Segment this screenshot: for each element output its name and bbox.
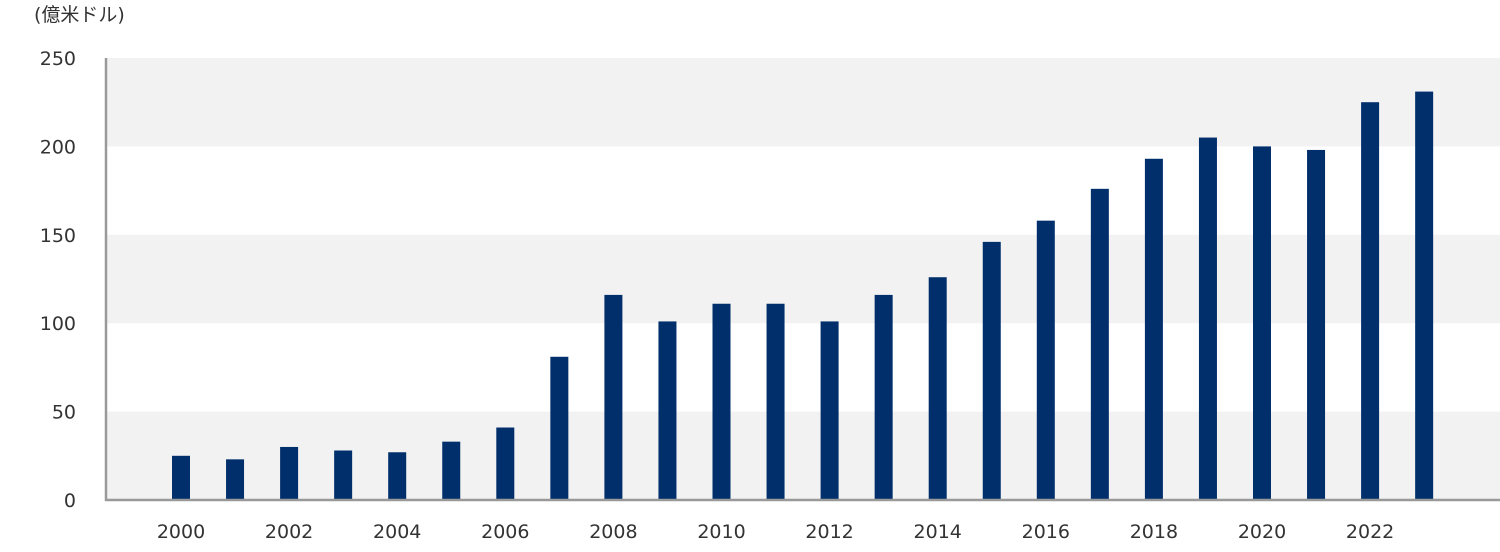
bar-2020 bbox=[1253, 146, 1271, 500]
bar-2017 bbox=[1090, 188, 1109, 500]
bar-2002 bbox=[280, 446, 299, 500]
y-axis-unit-label: (億米ドル) bbox=[34, 4, 125, 26]
bar-2007 bbox=[550, 356, 569, 500]
bar-2009 bbox=[658, 321, 677, 500]
bar-2010 bbox=[712, 303, 731, 500]
y-tick-label: 150 bbox=[40, 225, 76, 247]
x-tick-label: 2000 bbox=[157, 521, 205, 543]
bar-2000 bbox=[172, 455, 190, 500]
x-tick-label: 2010 bbox=[697, 521, 745, 543]
bar-2005 bbox=[442, 441, 461, 500]
x-tick-label: 2022 bbox=[1346, 521, 1394, 543]
x-tick-label: 2018 bbox=[1130, 521, 1178, 543]
y-tick-label: 250 bbox=[40, 48, 76, 70]
bar-2011 bbox=[766, 303, 785, 500]
x-tick-label: 2002 bbox=[265, 521, 313, 543]
bar-2019 bbox=[1198, 137, 1217, 500]
y-tick-label: 100 bbox=[40, 313, 76, 335]
bar-2015 bbox=[982, 241, 1001, 500]
grid-band bbox=[106, 234, 1500, 324]
y-tick-label: 200 bbox=[40, 136, 76, 158]
bar-2021 bbox=[1307, 149, 1326, 500]
bar-2012 bbox=[820, 321, 839, 500]
axes bbox=[104, 58, 1500, 502]
x-axis-ticks: 2000 2002 2004 2006 2008 2010 2012 2014 2016 2018… bbox=[157, 521, 1394, 543]
bar-2022 bbox=[1361, 102, 1380, 500]
x-tick-label: 2016 bbox=[1022, 521, 1070, 543]
grid-band bbox=[106, 411, 1500, 500]
bar-2008 bbox=[604, 294, 623, 500]
bar-2004 bbox=[388, 452, 407, 500]
bar-2006 bbox=[496, 427, 515, 500]
bar-2003 bbox=[334, 450, 353, 500]
bar-2023 bbox=[1415, 91, 1434, 500]
bars bbox=[172, 91, 1434, 500]
x-tick-label: 2008 bbox=[589, 521, 637, 543]
x-tick-label: 2012 bbox=[805, 521, 853, 543]
y-axis-ticks: 0 50 100 150 200 250 bbox=[40, 48, 76, 512]
bar-2014 bbox=[928, 277, 947, 500]
bar-2016 bbox=[1036, 220, 1055, 500]
x-tick-label: 2006 bbox=[481, 521, 529, 543]
bar-2001 bbox=[226, 459, 245, 500]
x-tick-label: 2020 bbox=[1238, 521, 1286, 543]
bar-2013 bbox=[874, 294, 893, 500]
background-bands bbox=[106, 58, 1500, 500]
x-tick-label: 2014 bbox=[914, 521, 962, 543]
bar-2018 bbox=[1144, 158, 1163, 500]
grid-band bbox=[106, 58, 1500, 147]
y-tick-label: 50 bbox=[52, 402, 76, 424]
y-tick-label: 0 bbox=[64, 490, 76, 512]
x-tick-label: 2004 bbox=[373, 521, 421, 543]
